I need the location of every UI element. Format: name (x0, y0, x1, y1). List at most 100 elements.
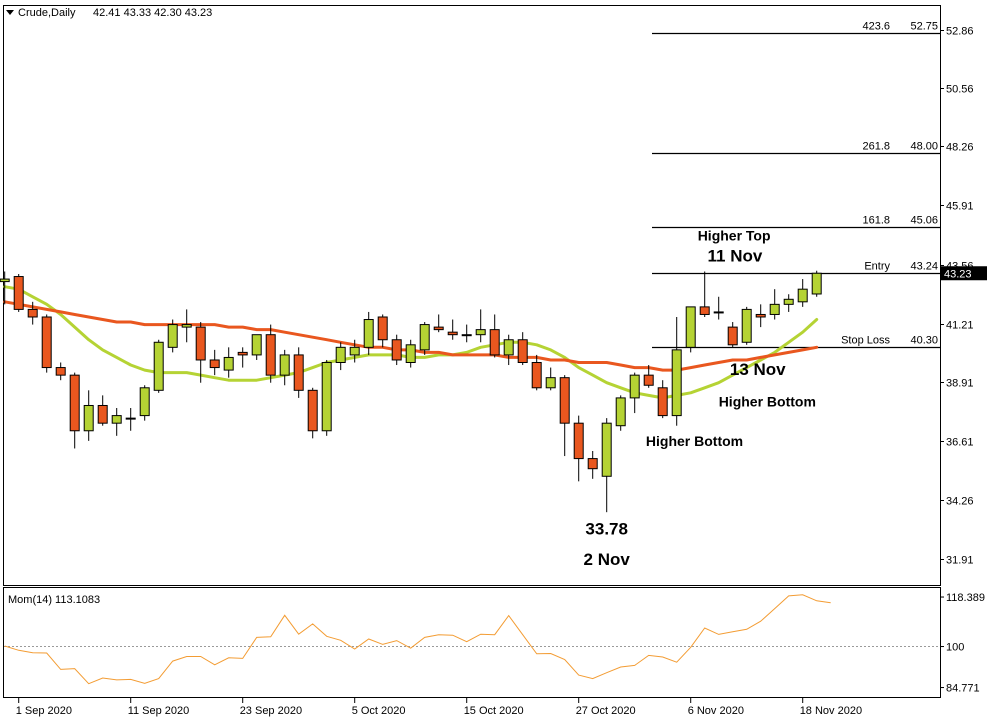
candle (251, 334, 262, 360)
level-value-1: 48.00 (910, 141, 938, 153)
candle (433, 314, 444, 333)
candle-body (321, 362, 332, 432)
last-price-tag (941, 266, 987, 281)
candle-body (559, 377, 570, 424)
candle-body (279, 354, 290, 376)
candle (643, 365, 654, 388)
candle-body (797, 288, 808, 303)
candle (741, 306, 752, 345)
candle-body (615, 397, 626, 427)
candle-body (671, 349, 682, 417)
candle-body (111, 415, 122, 424)
price-tick-label: 48.26 (946, 142, 974, 154)
price-tick-label: 52.86 (946, 26, 974, 38)
momentum-tick-label: 118.389 (946, 592, 985, 604)
candle (783, 294, 794, 312)
candle-body (685, 306, 696, 348)
time-tick-label: 11 Sep 2020 (128, 705, 190, 717)
candle-body (83, 404, 94, 432)
candle-body (125, 417, 136, 420)
candle (125, 408, 136, 431)
candle-body (153, 341, 164, 391)
candle-body (55, 367, 66, 376)
candle (405, 339, 416, 368)
candle-body (293, 354, 304, 391)
time-axis: 1 Sep 2020 11 Sep 2020 23 Sep 2020 5 Oct 20… (16, 698, 862, 717)
candle-body (601, 422, 612, 477)
candle-body (405, 344, 416, 364)
price-tick-label: 50.56 (946, 84, 974, 96)
annotation-higher-top: Higher Top (698, 228, 771, 244)
candle-body (489, 329, 500, 356)
candle-body (713, 311, 724, 314)
level-label-2: 161.8 (862, 215, 890, 227)
time-tick-label: 5 Oct 2020 (352, 705, 406, 717)
candle-body (587, 458, 598, 470)
candle (97, 395, 108, 426)
level-label-0: 423.6 (862, 21, 890, 33)
candle (83, 390, 94, 441)
levels-layer: 423.6 52.75 261.8 48.00 161.8 45.06 Entry 43.24… (652, 21, 940, 349)
candle-body (209, 359, 220, 369)
candle (685, 306, 696, 353)
candle-body (265, 334, 276, 376)
candle (321, 359, 332, 436)
candle-body (377, 316, 388, 341)
candle (139, 385, 150, 421)
candle-body (167, 324, 178, 348)
candle (167, 319, 178, 353)
candle-body (13, 276, 24, 310)
ohlc-values: 42.41 43.33 42.30 43.23 (93, 7, 212, 19)
price-tick-label: 45.91 (946, 201, 974, 213)
candle (657, 380, 668, 419)
price-axis: 52.8650.5648.2645.9143.5641.2138.9136.61… (940, 26, 987, 567)
annotation-nov13: 13 Nov (730, 360, 786, 379)
candle (237, 347, 248, 368)
candle (111, 408, 122, 436)
candle (349, 339, 360, 363)
candle-body (195, 326, 206, 361)
candle (377, 314, 388, 348)
candle (559, 375, 570, 457)
candle (615, 395, 626, 431)
candle (279, 349, 290, 386)
candle (531, 354, 542, 391)
candle (0, 271, 10, 305)
candle-body (531, 362, 542, 389)
momentum-tick-label: 100 (946, 642, 964, 654)
candle (223, 347, 234, 378)
momentum-tick-label: 84.771 (946, 683, 980, 695)
candle-body (335, 346, 346, 364)
candle-body (223, 356, 234, 371)
price-tick-label: 34.26 (946, 496, 974, 508)
time-tick-label: 15 Oct 2020 (464, 705, 524, 717)
candle-body (741, 308, 752, 343)
candle (503, 334, 514, 366)
momentum-line (4, 594, 831, 685)
level-value-0: 52.75 (910, 21, 938, 33)
momentum-panel[interactable] (3, 587, 941, 698)
candle (573, 415, 584, 482)
candle-body (461, 334, 472, 337)
candle-body (643, 374, 654, 386)
symbol-label: Crude,Daily (18, 7, 76, 19)
candle-body (629, 374, 640, 399)
candle-body (433, 326, 444, 331)
candle (307, 387, 318, 439)
candle-body (475, 329, 486, 336)
candle (265, 324, 276, 383)
candle (755, 304, 766, 328)
candle-body (363, 319, 374, 348)
triangle-down-icon[interactable] (6, 10, 14, 15)
candle (713, 296, 724, 320)
candle-body (139, 387, 150, 417)
candle-body (181, 324, 192, 328)
candle-body (517, 339, 528, 364)
time-tick-label: 6 Nov 2020 (688, 705, 744, 717)
price-panel[interactable] (3, 5, 941, 586)
candle-body (727, 326, 738, 346)
annotation-higher-bottom-2: Higher Bottom (646, 433, 743, 449)
candle (447, 319, 458, 340)
